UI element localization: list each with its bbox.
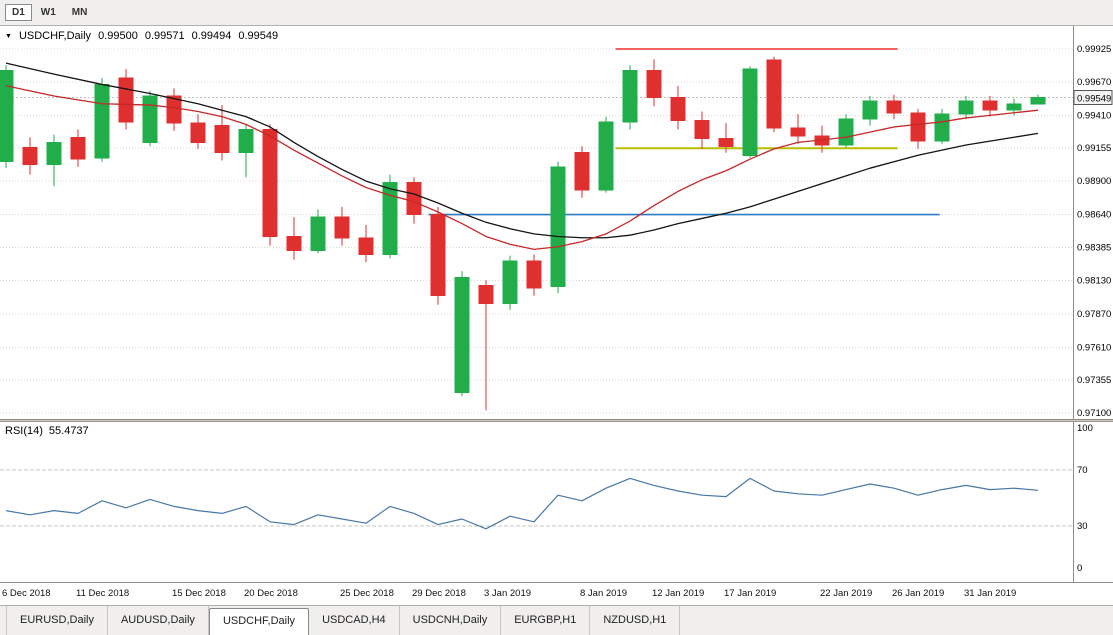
chart-tabs-bar: EURUSD,Daily AUDUSD,Daily USDCHF,Daily U… <box>0 605 1113 635</box>
rsi-line <box>5 477 1039 530</box>
time-axis-label: 15 Dec 2018 <box>172 588 226 599</box>
price-axis-label: 0.99670 <box>1077 77 1111 88</box>
price-axis-label: 0.99155 <box>1077 143 1111 154</box>
time-axis-label: 26 Jan 2019 <box>892 588 945 599</box>
panel-splitter[interactable] <box>0 419 1113 422</box>
timeframe-toolbar: D1 W1 MN <box>0 0 1113 26</box>
price-axis-label: 0.99925 <box>1077 44 1111 55</box>
time-axis-label: 17 Jan 2019 <box>724 588 777 599</box>
rsi-axis-label: 30 <box>1077 521 1088 532</box>
rsi-axis-label: 70 <box>1077 465 1088 476</box>
price-axis-label: 0.97870 <box>1077 309 1111 320</box>
main-chart-panel: 0.99925 0.99670 0.99410 0.99155 0.98900 0.986… <box>0 26 1113 419</box>
rsi-panel: 100 70 30 0 RSI(14) 55.4737 <box>0 422 1113 582</box>
chart-tab-eurusd-daily[interactable]: EURUSD,Daily <box>6 606 108 635</box>
rsi-chart[interactable]: 100 70 30 0 <box>0 422 1113 582</box>
time-axis[interactable]: 6 Dec 2018 11 Dec 2018 15 Dec 2018 20 Dec 2… <box>0 582 1113 605</box>
chart-tab-usdcad-h4[interactable]: USDCAD,H4 <box>309 606 400 635</box>
ma-black-line <box>5 62 1039 239</box>
price-axis-label: 0.98385 <box>1077 242 1111 253</box>
timeframe-button-w1[interactable]: W1 <box>34 4 63 21</box>
svg-text:0.99549: 0.99549 <box>1077 93 1111 104</box>
rsi-axis-label: 100 <box>1077 423 1093 434</box>
time-axis-label: 3 Jan 2019 <box>484 588 532 599</box>
chart-tab-usdchf-daily[interactable]: USDCHF,Daily <box>208 608 310 635</box>
price-axis-label: 0.97100 <box>1077 408 1111 419</box>
timeframe-button-mn[interactable]: MN <box>65 4 95 21</box>
price-axis-label: 0.99410 <box>1077 110 1111 121</box>
time-axis-label: 29 Dec 2018 <box>412 588 466 599</box>
price-axis-label: 0.98900 <box>1077 176 1111 187</box>
rsi-axis-label: 0 <box>1077 563 1082 574</box>
time-axis-label: 11 Dec 2018 <box>76 588 130 599</box>
time-axis-label: 12 Jan 2019 <box>652 588 705 599</box>
price-axis-label: 0.97610 <box>1077 342 1111 353</box>
price-axis-label: 0.97355 <box>1077 375 1111 386</box>
time-axis-label: 31 Jan 2019 <box>964 588 1017 599</box>
chart-tab-audusd-daily[interactable]: AUDUSD,Daily <box>108 606 209 635</box>
chart-tab-nzdusd-h1[interactable]: NZDUSD,H1 <box>590 606 681 635</box>
time-axis-label: 25 Dec 2018 <box>340 588 394 599</box>
price-axis-label: 0.98640 <box>1077 210 1111 221</box>
time-axis-label: 6 Dec 2018 <box>2 588 51 599</box>
time-axis-label: 8 Jan 2019 <box>580 588 628 599</box>
time-axis-label: 20 Dec 2018 <box>244 588 298 599</box>
price-axis-label: 0.98130 <box>1077 275 1111 286</box>
price-chart[interactable]: 0.99925 0.99670 0.99410 0.99155 0.98900 0.986… <box>0 26 1113 419</box>
ma-red-line <box>5 85 1039 251</box>
candlesticks[interactable] <box>0 56 1046 411</box>
current-price-tag: 0.99549 <box>1073 89 1113 105</box>
chart-tab-eurgbp-h1[interactable]: EURGBP,H1 <box>501 606 591 635</box>
timeframe-button-d1[interactable]: D1 <box>5 4 32 21</box>
time-axis-label: 22 Jan 2019 <box>820 588 873 599</box>
chart-tab-usdcnh-daily[interactable]: USDCNH,Daily <box>400 606 502 635</box>
